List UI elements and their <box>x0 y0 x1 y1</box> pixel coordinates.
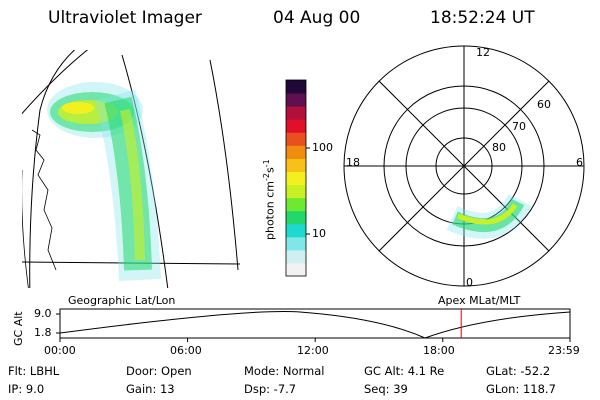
polar-diag-2 <box>378 80 550 252</box>
gc-alt-ytick-bottom: 1.8 <box>34 326 52 339</box>
gain-info: Gain: 13 <box>126 382 175 396</box>
door-info: Door: Open <box>126 364 192 378</box>
glon-info: GLon: 118.7 <box>486 382 556 396</box>
xtick-2359: 23:59 <box>548 344 580 357</box>
date-label: 04 Aug 00 <box>273 8 361 28</box>
colorbar-band <box>286 249 306 264</box>
gc-alt-info: GC Alt: 4.1 Re <box>364 364 445 378</box>
colorbar-band <box>286 184 306 199</box>
gc-alt-curve <box>59 310 571 339</box>
colorbar-band <box>286 132 306 146</box>
colorbar-band <box>286 236 306 251</box>
filter-info: Flt: LBHL <box>8 364 60 378</box>
xtick-0600: 06:00 <box>170 344 202 357</box>
colorbar-tick-100: 100 <box>312 141 333 154</box>
lat-70-label: 70 <box>512 120 526 133</box>
colorbar-band <box>286 262 306 277</box>
xtick-1800: 18:00 <box>423 344 455 357</box>
gc-alt-ytick-top: 9.0 <box>34 307 52 320</box>
colorbar-band <box>286 106 306 120</box>
colorbar-band <box>286 171 306 186</box>
geo-panel-label: Geographic Lat/Lon <box>68 294 176 307</box>
xtick-0000: 00:00 <box>44 344 76 357</box>
ip-info: IP: 9.0 <box>8 382 45 396</box>
gc-alt-ylabel: GC Alt <box>12 311 25 346</box>
colorbar-band <box>286 158 306 172</box>
colorbar-band <box>286 145 306 159</box>
colorbar-tick-10: 10 <box>312 227 326 240</box>
dsp-info: Dsp: -7.7 <box>244 382 297 396</box>
mlt-12-label: 12 <box>476 46 490 59</box>
colorbar-band <box>286 197 306 212</box>
mlt-18-label: 18 <box>346 156 360 169</box>
instrument-title: Ultraviolet Imager <box>48 8 202 28</box>
geo-aurora-emission <box>47 82 161 281</box>
colorbar-band <box>286 119 306 133</box>
colorbar-band <box>286 80 306 94</box>
seq-info: Seq: 39 <box>364 382 408 396</box>
glat-info: GLat: -52.2 <box>486 364 551 378</box>
mlt-6-label: 6 <box>576 156 583 169</box>
polar-aurora-oval <box>446 193 532 239</box>
xtick-1200: 12:00 <box>297 344 329 357</box>
colorbar-band <box>286 93 306 107</box>
polar-plot-label: Apex MLat/MLT <box>438 294 521 307</box>
mode-info: Mode: Normal <box>244 364 325 378</box>
colorbar-band <box>286 210 306 225</box>
lat-80-label: 80 <box>492 141 506 154</box>
lat-60-label: 60 <box>537 98 551 111</box>
time-label: 18:52:24 UT <box>430 8 535 28</box>
colorbar-band <box>286 223 306 238</box>
mlt-0-label: 0 <box>466 276 473 289</box>
